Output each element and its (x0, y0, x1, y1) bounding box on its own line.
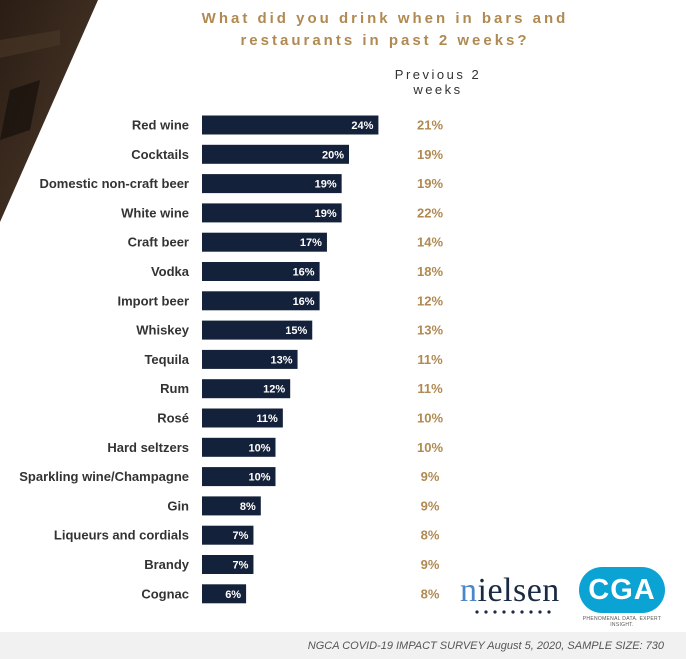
previous-value-label: 19% (417, 176, 443, 191)
bar (202, 525, 254, 545)
bar-value-label: 24% (351, 120, 373, 132)
category-label: Rosé (157, 411, 189, 426)
bar-value-label: 6% (225, 589, 241, 601)
bar (202, 174, 342, 194)
nielsen-dot (547, 610, 551, 614)
previous-value-label: 21% (417, 118, 443, 133)
bar (202, 232, 327, 252)
nielsen-dot (520, 610, 524, 614)
nielsen-dot (475, 610, 479, 614)
category-label: Hard seltzers (107, 440, 189, 455)
nielsen-logo-dots (475, 610, 551, 614)
bar (202, 584, 247, 604)
nielsen-logo: nielsen (460, 572, 560, 609)
footer-source-text: NGCA COVID-19 IMPACT SURVEY August 5, 20… (307, 640, 664, 652)
previous-value-label: 8% (421, 586, 440, 601)
category-label: Cognac (141, 586, 189, 601)
bar (202, 262, 320, 281)
bar (202, 408, 283, 428)
category-label: Gin (167, 498, 189, 513)
category-label: Tequila (144, 352, 189, 367)
bar (202, 555, 254, 574)
nielsen-dot (493, 610, 497, 614)
bar-value-label: 8% (240, 501, 256, 513)
bar-value-label: 15% (285, 325, 307, 337)
bar-value-label: 7% (233, 530, 249, 542)
chart-title: What did you drink when in bars and rest… (201, 10, 569, 49)
bar (202, 437, 276, 457)
previous-value-label: 9% (421, 557, 440, 572)
previous-value-label: 19% (417, 147, 443, 162)
bar (202, 320, 313, 340)
nielsen-dot (529, 610, 533, 614)
bar-value-label: 19% (315, 208, 337, 220)
previous-column-header: Previous 2 weeks (394, 67, 482, 97)
bar (202, 467, 276, 487)
nielsen-dot (484, 610, 488, 614)
bar-value-label: 11% (256, 413, 278, 425)
nielsen-dot (502, 610, 506, 614)
previous-value-label: 9% (421, 498, 440, 513)
previous-value-label: 22% (417, 205, 443, 220)
category-label: Whiskey (136, 323, 190, 338)
category-label: Import beer (117, 293, 189, 308)
bar-value-label: 10% (248, 442, 270, 454)
previous-value-label: 11% (417, 352, 443, 367)
category-label: Cocktails (131, 147, 189, 162)
previous-value-label: 18% (417, 264, 443, 279)
bar-value-label: 17% (300, 237, 322, 249)
cga-tagline: PHENOMENAL DATA. EXPERT INSIGHT. (582, 616, 662, 628)
category-label: White wine (121, 205, 189, 220)
bar (202, 349, 298, 369)
category-label: Liqueurs and cordials (54, 528, 189, 543)
category-label: Rum (160, 381, 189, 396)
bar-value-label: 19% (315, 179, 337, 191)
previous-value-label: 13% (417, 323, 443, 338)
bar (202, 291, 320, 311)
corner-photo (0, 0, 98, 222)
bar-value-label: 10% (248, 472, 270, 484)
category-label: Sparkling wine/Champagne (19, 469, 189, 484)
bar (202, 379, 291, 399)
bar (202, 496, 261, 516)
bar-value-label: 12% (263, 384, 285, 396)
previous-value-label: 10% (417, 440, 443, 455)
bar-value-label: 20% (322, 149, 344, 161)
previous-value-label: 11% (417, 381, 443, 396)
bar-value-label: 16% (293, 296, 315, 308)
bar-value-label: 7% (233, 560, 249, 572)
previous-value-label: 9% (421, 469, 440, 484)
previous-value-label: 12% (417, 293, 443, 308)
category-label: Domestic non-craft beer (39, 176, 189, 191)
category-label: Vodka (151, 264, 190, 279)
nielsen-dot (511, 610, 515, 614)
previous-value-label: 10% (417, 411, 443, 426)
footer: NGCA COVID-19 IMPACT SURVEY August 5, 20… (0, 632, 686, 659)
bar (202, 144, 349, 164)
category-label: Red wine (132, 118, 189, 133)
category-label: Brandy (144, 557, 190, 572)
bar-value-label: 16% (293, 267, 315, 279)
category-label: Craft beer (128, 235, 189, 250)
bar-chart: Red wine 24% 21% Cocktails 20% 19% Domestic no… (19, 115, 443, 604)
previous-value-label: 14% (417, 235, 443, 250)
nielsen-dot (538, 610, 542, 614)
bar-value-label: 13% (271, 354, 293, 366)
previous-value-label: 8% (421, 528, 440, 543)
bar (202, 203, 342, 223)
bar (202, 115, 379, 135)
cga-logo: CGA (579, 567, 665, 613)
